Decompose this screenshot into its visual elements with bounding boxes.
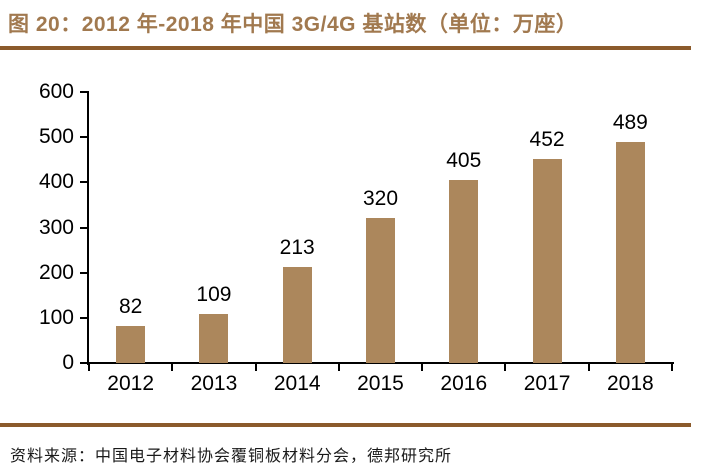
footer-rule [0,423,691,427]
x-axis-category-label: 2016 [440,372,488,395]
y-axis-tick [80,226,87,229]
chart-title: 图 20：2012 年-2018 年中国 3G/4G 基站数（单位：万座） [8,13,578,36]
bar-value-label: 489 [612,111,648,135]
x-axis-category-label: 2018 [606,372,654,395]
x-axis-category-label: 2012 [107,372,154,395]
bar-2013 [199,313,229,363]
y-axis-tick [80,316,87,319]
x-axis-tick [337,364,340,371]
x-axis-category-label: 2015 [357,372,404,395]
x-axis-tick [671,364,673,371]
bar-2016 [449,180,479,363]
bar-value-label: 213 [279,235,315,259]
x-axis-tick [88,364,90,371]
y-axis-tick-label: 400 [38,170,74,194]
bar-value-label: 109 [196,282,232,306]
y-axis-tick [80,181,87,184]
x-axis-tick [504,364,507,371]
y-axis-tick-label: 100 [38,305,74,329]
bar-2015 [366,218,395,363]
source-caption: 资料来源：中国电子材料协会覆铜板材料分会，德邦研究所 [10,448,453,465]
bar-2018 [615,142,645,363]
x-axis-tick [587,364,590,371]
x-axis-tick [171,364,174,371]
y-axis-line [87,91,89,365]
y-axis-tick [80,91,87,93]
x-axis-category-label: 2017 [523,372,571,395]
x-axis-tick [421,364,424,371]
bar-2012 [116,325,146,363]
y-axis-tick-label: 500 [38,125,74,149]
bar-2014 [282,266,312,363]
title-underline-rule [0,46,691,50]
bar-value-label: 405 [446,149,482,173]
x-axis-line [87,362,674,364]
y-axis-tick-label: 0 [62,351,74,374]
y-axis-tick [80,362,87,364]
y-axis-tick-label: 600 [38,80,74,103]
y-axis-tick [80,136,87,139]
y-axis-tick-label: 300 [38,215,74,239]
x-axis-tick [254,364,257,371]
y-axis-tick [80,271,87,274]
bar-value-label: 82 [118,294,143,318]
x-axis-category-label: 2014 [273,372,321,395]
bar-2017 [532,158,562,363]
bar-value-label: 452 [529,127,565,151]
bar-value-label: 320 [362,187,399,211]
x-axis-category-label: 2013 [190,372,238,395]
y-axis-tick-label: 200 [38,260,74,284]
